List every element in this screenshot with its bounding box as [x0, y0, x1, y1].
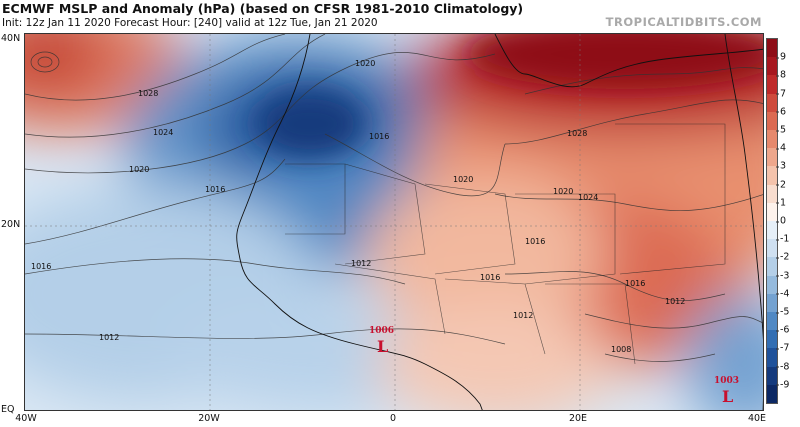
colorbar-segment — [767, 275, 777, 295]
isobar-label: 1020 — [553, 187, 573, 196]
colorbar-tick-label: 0 — [775, 215, 787, 227]
colorbar-segment — [767, 130, 777, 149]
isobar-label: 1024 — [578, 193, 598, 202]
colorbar-segment — [767, 111, 777, 131]
map-title: ECMWF MSLP and Anomaly (hPa) (based on C… — [2, 1, 524, 16]
colorbar-segment — [767, 239, 777, 258]
pressure-center-letter: L — [722, 387, 733, 406]
pressure-center-value: 1006 — [369, 326, 394, 336]
colorbar-segment — [767, 75, 777, 95]
colorbar-segment — [767, 166, 777, 186]
colorbar-segment — [767, 348, 777, 368]
colorbar-tick-label: -9 — [775, 379, 790, 391]
lat-label: EQ — [1, 404, 15, 415]
lon-label: 40W — [15, 413, 37, 424]
colorbar-tick-label: 6 — [775, 106, 787, 118]
colorbar-tick-label: -3 — [775, 270, 790, 282]
isobar-label: 1012 — [99, 333, 119, 342]
lat-label: 40N — [1, 33, 21, 44]
isobar-label: 1016 — [205, 185, 225, 194]
anomaly-map: 1028 1024 1020 1016 1012 1016 1020 1016 … — [24, 33, 764, 411]
colorbar-segment — [767, 93, 777, 113]
colorbar-segment — [767, 39, 777, 58]
colorbar-tick-label: 8 — [775, 69, 787, 81]
isobar-label: 1020 — [355, 59, 375, 68]
isobar-label: 1028 — [138, 89, 158, 98]
colorbar-tick-label: 2 — [775, 179, 787, 191]
isobar-label: 1008 — [611, 345, 631, 354]
colorbar-tick-label: -1 — [775, 233, 790, 245]
isobar-label: 1028 — [567, 129, 587, 138]
isobar-label: 1012 — [665, 297, 685, 306]
lon-label: 40E — [747, 413, 767, 424]
colorbar-tick-label: 4 — [775, 142, 787, 154]
colorbar-segment — [767, 257, 777, 277]
isobar-label: 1020 — [453, 175, 473, 184]
colorbar-segment — [767, 148, 777, 167]
isobar-label: 1016 — [369, 132, 389, 141]
colorbar-segment — [767, 330, 777, 349]
lat-label: 20N — [1, 219, 21, 230]
isobar-label: 1012 — [513, 311, 533, 320]
site-watermark: TROPICALTIDBITS.COM — [605, 15, 762, 29]
colorbar-segment — [767, 221, 777, 240]
lon-label: 20E — [568, 413, 588, 424]
lon-label: 20W — [198, 413, 220, 424]
isobar-label: 1016 — [525, 237, 545, 246]
isobar-label: 1016 — [31, 262, 51, 271]
colorbar-tick-label: -6 — [775, 324, 790, 336]
colorbar-tick-label: 9 — [775, 51, 787, 63]
colorbar-tick-label: -4 — [775, 288, 790, 300]
colorbar-segment — [767, 312, 777, 331]
colorbar-segment — [767, 293, 777, 313]
colorbar-tick-label: 7 — [775, 88, 787, 100]
colorbar-tick-label: 1 — [775, 197, 787, 209]
colorbar-tick-label: -8 — [775, 361, 790, 373]
isobar-label: 1024 — [153, 128, 173, 137]
colorbar-tick-label: -7 — [775, 342, 790, 354]
colorbar-tick-label: 5 — [775, 124, 787, 136]
pressure-center-letter: L — [377, 337, 388, 356]
colorbar-tick-label: 3 — [775, 160, 787, 172]
colorbar-segment — [767, 384, 777, 404]
lon-label: 0 — [389, 413, 397, 424]
isobar-label: 1016 — [480, 273, 500, 282]
isobar-label: 1020 — [129, 165, 149, 174]
colorbar-segment — [767, 202, 777, 222]
colorbar-segment — [767, 57, 777, 76]
colorbar-tick-label: -5 — [775, 306, 790, 318]
colorbar-segment — [767, 184, 777, 204]
colorbar-segment — [767, 366, 777, 386]
isobar-label: 1012 — [351, 259, 371, 268]
isobar-label: 1016 — [625, 279, 645, 288]
map-subtitle: Init: 12z Jan 11 2020 Forecast Hour: [24… — [2, 17, 378, 29]
colorbar-tick-label: -2 — [775, 251, 790, 263]
pressure-center-value: 1003 — [714, 376, 739, 386]
